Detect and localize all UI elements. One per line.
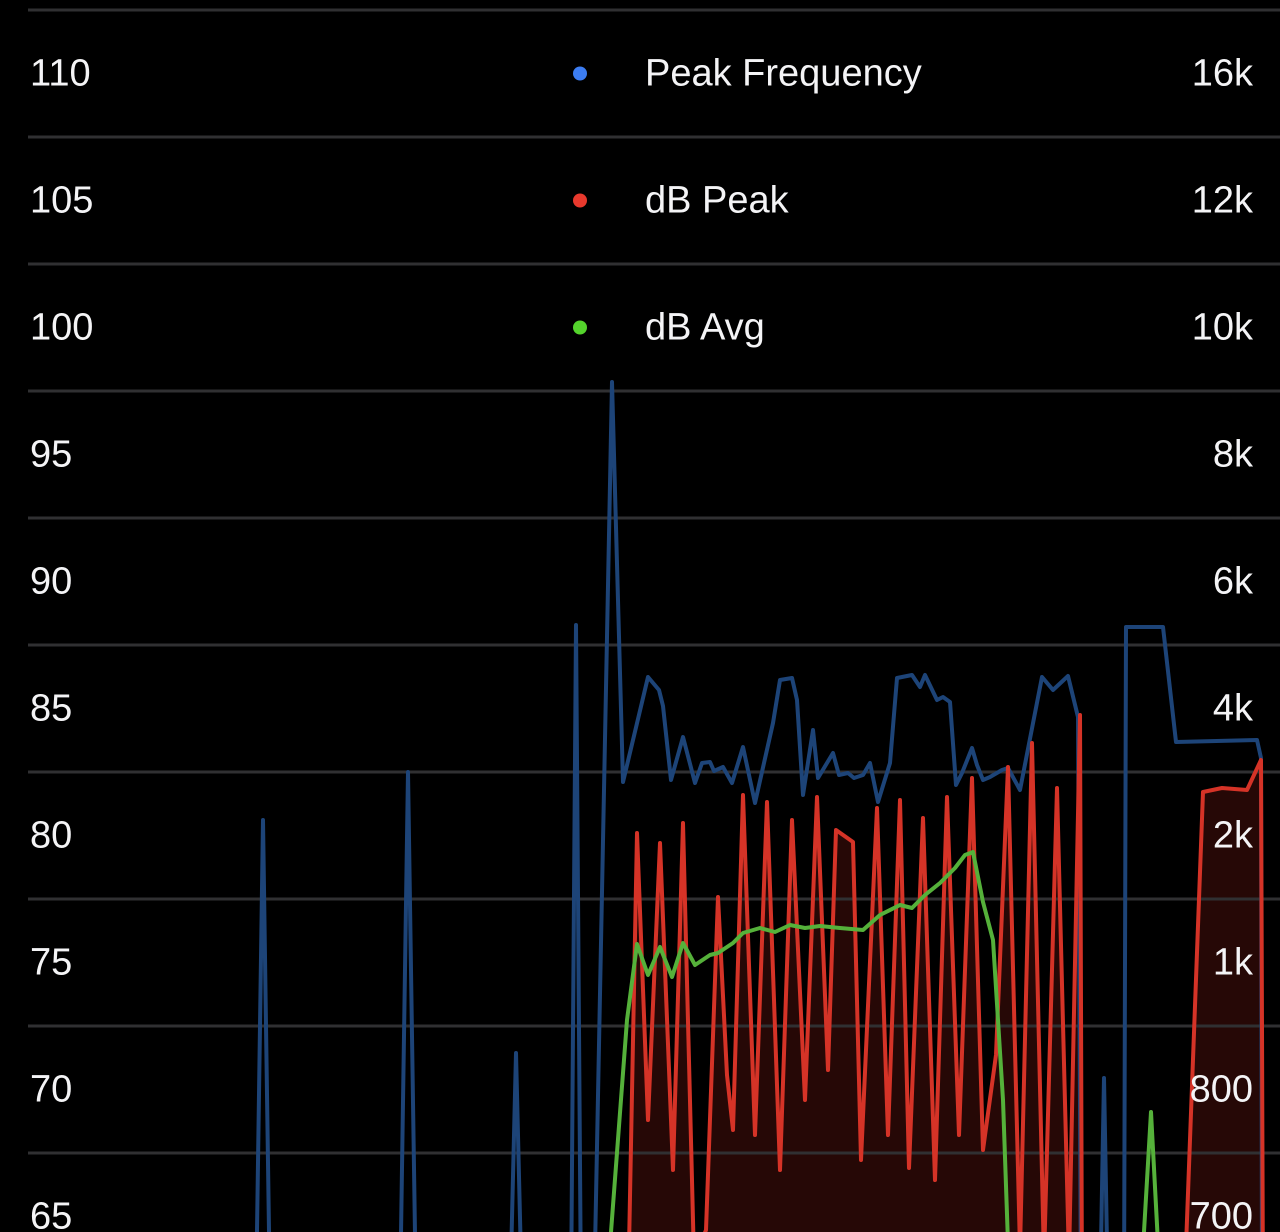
right-axis-tick-label: 800 <box>1190 1069 1253 1111</box>
right-axis-tick-label: 8k <box>1213 434 1254 476</box>
left-axis-tick-label: 70 <box>30 1069 72 1111</box>
left-axis-tick-label: 90 <box>30 561 72 603</box>
series-fill-db-peak <box>629 715 1263 1232</box>
legend-label: dB Avg <box>645 307 765 349</box>
legend-dot-db-peak <box>573 193 587 208</box>
series-line-db-peak <box>627 713 1265 1232</box>
right-axis-tick-label: 16k <box>1192 53 1254 95</box>
left-axis-tick-label: 65 <box>30 1196 72 1232</box>
left-axis-tick-label: 85 <box>30 688 72 730</box>
right-axis-tick-label: 10k <box>1192 307 1254 349</box>
series-line-db-avg <box>608 850 1160 1232</box>
right-axis-tick-label: 2k <box>1213 815 1254 857</box>
legend-label: Peak Frequency <box>645 53 922 95</box>
legend-label: dB Peak <box>645 180 790 222</box>
right-axis-tick-label: 700 <box>1190 1196 1253 1232</box>
left-axis-tick-label: 95 <box>30 434 72 476</box>
right-axis-tick-label: 6k <box>1213 561 1254 603</box>
right-axis-tick-label: 12k <box>1192 180 1254 222</box>
legend-dot-peak-frequency <box>573 66 587 81</box>
left-axis-tick-label: 100 <box>30 307 93 349</box>
legend-item-peak-frequency[interactable]: Peak Frequency <box>573 53 922 95</box>
right-axis-tick-label: 4k <box>1213 688 1254 730</box>
right-axis-tick-label: 1k <box>1213 942 1254 984</box>
legend-item-db-avg[interactable]: dB Avg <box>573 307 765 349</box>
left-axis-tick-label: 105 <box>30 180 93 222</box>
legend-item-db-peak[interactable]: dB Peak <box>573 180 790 222</box>
left-axis-tick-label: 80 <box>30 815 72 857</box>
legend-dot-db-avg <box>573 320 587 335</box>
series-line-peak-frequency <box>254 380 1264 1232</box>
left-axis-tick-label: 110 <box>30 53 91 95</box>
left-axis-tick-label: 75 <box>30 942 72 984</box>
